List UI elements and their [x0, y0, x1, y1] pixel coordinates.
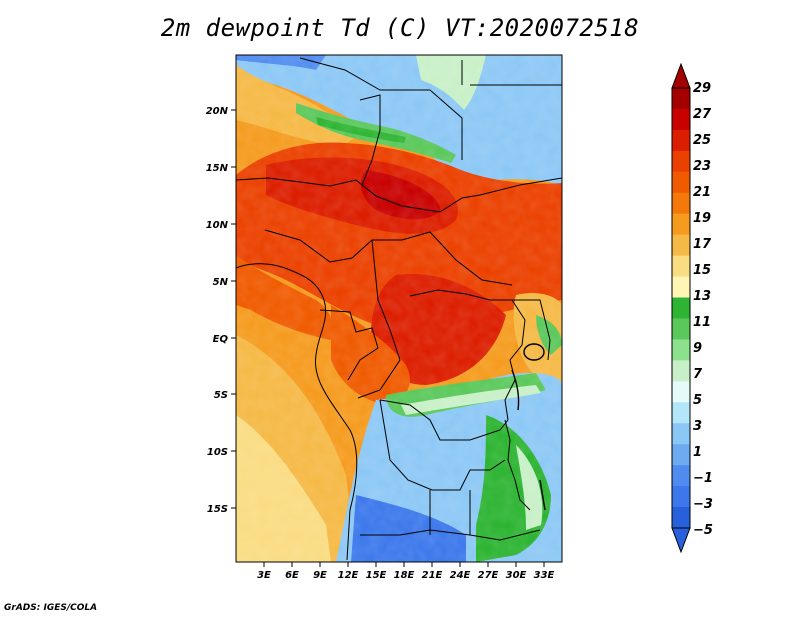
colorbar-bin — [672, 255, 690, 278]
colorbar-bin — [672, 150, 690, 173]
border-south — [360, 529, 541, 541]
colorbar-label: 7 — [693, 367, 703, 382]
page-title: 2m dewpoint Td (C) VT:2020072518 — [160, 14, 640, 42]
map-frame — [235, 54, 563, 563]
colorbar-label: 21 — [693, 185, 711, 200]
border-central — [264, 229, 513, 286]
colorbar-bin — [672, 297, 690, 319]
coastline-west — [235, 263, 358, 561]
lat-ticks — [231, 109, 236, 509]
lat-label: 5S — [214, 390, 228, 401]
colorbar-labels: 29 27 25 23 21 19 17 15 13 11 9 7 5 3 1 … — [693, 81, 713, 538]
dewpoint-field — [236, 55, 562, 562]
colorbar-bin — [672, 360, 690, 382]
colorbar-label: 1 — [693, 445, 702, 460]
lake-victoria — [523, 343, 545, 361]
lon-label: 30E — [506, 570, 527, 581]
lon-label: 27E — [478, 570, 499, 581]
colorbar-label: 11 — [693, 315, 711, 330]
colorbar-bin — [672, 402, 690, 424]
lat-label: 20N — [206, 106, 229, 117]
colorbar-bin — [672, 339, 690, 361]
lon-label: 3E — [257, 570, 271, 581]
colorbar-bin — [672, 318, 690, 340]
lon-labels: 3E 6E 9E 12E 15E 18E 21E 24E 27E 30E 33E — [257, 570, 554, 581]
colorbar-label: −3 — [693, 497, 713, 512]
colorbar-label: −5 — [693, 523, 713, 538]
border-drc-east — [504, 299, 526, 421]
border-north — [299, 57, 463, 160]
colorbar-bin — [672, 213, 690, 236]
lat-label: 15S — [207, 504, 228, 515]
colorbar-bin — [672, 486, 690, 508]
colorbar-label: 5 — [693, 393, 702, 408]
colorbar-label: 15 — [693, 263, 711, 278]
border-sahel — [235, 177, 563, 213]
colorbar-label: 3 — [693, 419, 702, 434]
border-car-drc — [409, 289, 525, 301]
dewpoint-map — [236, 55, 562, 562]
colorbar-bottom-arrow — [671, 527, 691, 554]
lake-tanganyika — [511, 369, 520, 411]
colorbar-label: 9 — [693, 341, 702, 356]
lat-labels: 20N 15N 10N 5N EQ 5S 10S 15S — [206, 106, 229, 515]
country-borders — [235, 57, 563, 561]
colorbar-label: 29 — [693, 81, 711, 96]
lon-label: 6E — [285, 570, 299, 581]
colorbar-bin — [672, 276, 690, 299]
lakes — [511, 343, 546, 511]
colorbar-bin — [672, 171, 690, 194]
field-texture — [236, 55, 562, 562]
colorbar-label: −1 — [693, 471, 713, 486]
colorbar-bins — [671, 87, 691, 529]
lake-malawi — [539, 479, 546, 511]
colorbar-bin — [672, 234, 690, 257]
lon-label: 12E — [338, 570, 359, 581]
colorbar-bin — [672, 88, 690, 110]
colorbar-label: 23 — [693, 159, 711, 174]
colorbar-bin — [672, 108, 690, 131]
colorbar: 29 27 25 23 21 19 17 15 13 11 9 7 5 3 1 … — [671, 62, 713, 554]
colorbar-bin — [672, 381, 690, 403]
colorbar-bin — [672, 192, 690, 215]
border-malawi — [504, 419, 531, 511]
colorbar-label: 17 — [693, 237, 712, 252]
lat-label: EQ — [213, 334, 229, 345]
colorbar-label: 27 — [693, 107, 712, 122]
lon-label: 9E — [313, 570, 327, 581]
colorbar-bin — [672, 129, 690, 152]
lon-ticks — [263, 562, 545, 567]
lat-label: 10N — [206, 220, 229, 231]
colorbar-top-arrow — [671, 62, 691, 89]
border-egypt-sudan — [461, 60, 562, 86]
colorbar-label: 13 — [693, 289, 711, 304]
border-congo-west — [357, 239, 401, 399]
lon-label: 24E — [450, 570, 471, 581]
colorbar-bin — [672, 423, 690, 445]
lat-label: 10S — [207, 447, 228, 458]
border-chad-niger — [359, 94, 381, 186]
border-namibia — [429, 490, 471, 535]
colorbar-bin — [672, 444, 690, 466]
colorbar-label: 25 — [693, 133, 711, 148]
lon-label: 33E — [534, 570, 555, 581]
lon-label: 18E — [394, 570, 415, 581]
border-angola-drc — [379, 399, 509, 441]
grads-credit: GrADS: IGES/COLA — [4, 603, 98, 613]
colorbar-label: 19 — [693, 211, 711, 226]
lon-label: 21E — [422, 570, 443, 581]
colorbar-bin — [672, 465, 690, 487]
border-gabon — [319, 309, 379, 381]
lon-label: 15E — [366, 570, 387, 581]
lat-label: 5N — [213, 277, 229, 288]
colorbar-bin — [672, 507, 690, 529]
lat-label: 15N — [206, 163, 229, 174]
border-zambia — [379, 399, 506, 491]
border-uganda — [525, 299, 551, 361]
